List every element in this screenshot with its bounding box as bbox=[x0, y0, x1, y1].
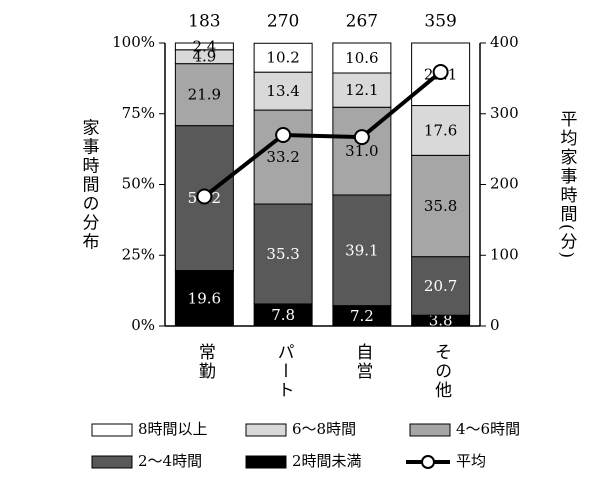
data-label: 17.6 bbox=[424, 121, 457, 139]
legend-swatch bbox=[91, 455, 133, 469]
legend-marker bbox=[421, 455, 435, 469]
x-tick-label: 常勤 bbox=[195, 343, 216, 381]
data-label: 33.2 bbox=[266, 148, 299, 166]
bar-segment bbox=[332, 42, 392, 74]
legend-label: 6～8時間 bbox=[292, 420, 356, 438]
legend-swatch bbox=[91, 423, 133, 437]
data-label: 31.0 bbox=[345, 142, 378, 160]
y-tick-label: 0% bbox=[131, 316, 155, 334]
data-label: 3.8 bbox=[429, 312, 453, 330]
data-label: 7.8 bbox=[271, 306, 295, 324]
y-tick-label: 75% bbox=[122, 104, 155, 122]
data-label: 7.2 bbox=[350, 307, 374, 325]
average-label: 359 bbox=[424, 12, 456, 32]
data-label: 20.7 bbox=[424, 277, 457, 295]
bar-segment bbox=[253, 109, 313, 205]
bar-segment bbox=[174, 63, 234, 127]
legend-label: 8時間以上 bbox=[138, 420, 208, 438]
data-label: 19.6 bbox=[188, 289, 221, 307]
x-tick-label: 自営 bbox=[352, 343, 372, 381]
data-label: 12.1 bbox=[345, 81, 378, 99]
legend-label: 平均 bbox=[456, 452, 486, 470]
line-marker bbox=[432, 64, 449, 81]
data-label: 39.1 bbox=[345, 241, 378, 259]
data-label: 2.4 bbox=[192, 37, 216, 55]
y2-tick-label: 300 bbox=[490, 104, 519, 122]
line-marker bbox=[353, 129, 370, 146]
bar-segment bbox=[411, 154, 471, 258]
y2-tick-label: 200 bbox=[490, 175, 519, 193]
bar-segment bbox=[174, 270, 234, 327]
legend-label: 2時間未満 bbox=[292, 452, 362, 470]
data-label: 13.4 bbox=[266, 82, 299, 100]
bar-segment bbox=[174, 42, 234, 51]
bar-segment bbox=[411, 105, 471, 156]
average-label: 270 bbox=[267, 12, 299, 32]
data-label: 35.3 bbox=[266, 245, 299, 263]
legend-swatch bbox=[245, 455, 287, 469]
x-tick-label: パート bbox=[274, 343, 294, 400]
legend-label: 4～6時間 bbox=[456, 420, 520, 438]
data-label: 21.9 bbox=[188, 86, 221, 104]
data-label: 10.2 bbox=[266, 49, 299, 67]
bar-segment bbox=[332, 72, 392, 108]
data-label: 4.9 bbox=[192, 48, 216, 66]
legend-swatch bbox=[245, 423, 287, 437]
data-label: 35.8 bbox=[424, 197, 457, 215]
data-label: 10.6 bbox=[345, 49, 378, 67]
line-marker bbox=[196, 188, 213, 205]
y-tick-label: 50% bbox=[122, 175, 155, 193]
y-tick-label: 100% bbox=[112, 33, 155, 51]
x-tick-label: その他 bbox=[431, 343, 452, 400]
y2-axis-title: 平均家事時間(分) bbox=[557, 110, 578, 260]
bar-segment bbox=[253, 42, 313, 73]
y2-tick-label: 100 bbox=[490, 245, 519, 263]
bar-segment bbox=[332, 194, 392, 307]
average-label: 267 bbox=[346, 12, 378, 32]
y2-tick-label: 0 bbox=[490, 316, 500, 334]
y2-tick-label: 400 bbox=[490, 33, 519, 51]
line-marker bbox=[275, 126, 292, 143]
line bbox=[203, 70, 442, 199]
y-axis-title: 家事時間の分布 bbox=[79, 118, 100, 251]
legend-label: 2～4時間 bbox=[138, 452, 202, 470]
y-tick-label: 25% bbox=[122, 245, 155, 263]
average-label: 183 bbox=[188, 12, 220, 32]
legend-swatch bbox=[409, 423, 451, 437]
